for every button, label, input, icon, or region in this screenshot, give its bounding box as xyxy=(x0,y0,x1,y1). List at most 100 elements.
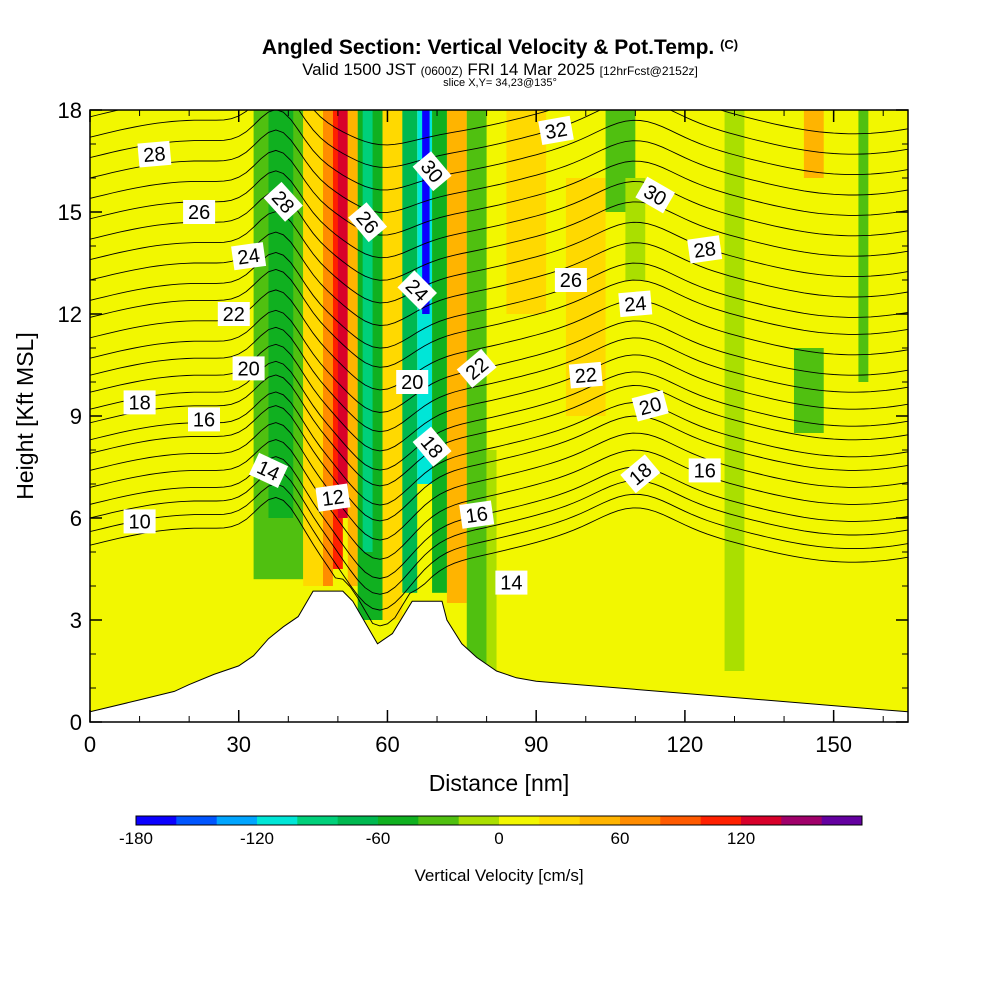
x-tick-label: 30 xyxy=(226,732,250,757)
contour-label-text: 16 xyxy=(193,409,215,431)
contour-label-bg xyxy=(412,151,452,192)
valid-utc: (0600Z) xyxy=(420,64,463,78)
x-axis-title: Distance [nm] xyxy=(429,770,570,796)
velocity-band xyxy=(858,110,869,382)
theta-contour-line xyxy=(90,231,908,326)
contour-label-bg xyxy=(231,242,267,271)
colorbar-swatch xyxy=(660,816,702,825)
theta-contour-label: 12 xyxy=(315,483,351,512)
velocity-band xyxy=(347,110,358,586)
y-tick-label: 12 xyxy=(58,302,82,327)
contour-label-bg xyxy=(232,356,265,381)
theta-contour-line xyxy=(90,309,908,413)
theta-contour-label: 20 xyxy=(396,370,429,394)
contour-label-bg xyxy=(123,509,156,534)
y-tick-label: 0 xyxy=(70,710,82,735)
theta-contour-line xyxy=(90,343,908,452)
y-tick-label: 9 xyxy=(70,404,82,429)
colorbar-swatch xyxy=(741,816,782,825)
contour-label-text: 14 xyxy=(500,573,522,595)
theta-contour-label: 10 xyxy=(123,509,156,534)
theta-contour-line xyxy=(90,469,908,595)
x-tick-label: 120 xyxy=(667,732,704,757)
contour-label-bg xyxy=(568,361,603,389)
colorbar-title: Vertical Velocity [cm/s] xyxy=(414,866,583,885)
colorbar-swatch xyxy=(620,816,661,825)
contour-label-bg xyxy=(412,426,452,467)
colorbar-swatch xyxy=(418,816,460,825)
colorbar-tick-label: 120 xyxy=(727,829,755,848)
contour-label-bg xyxy=(687,235,723,264)
colorbar-frame xyxy=(135,815,863,826)
theta-contour-label: 32 xyxy=(538,115,574,145)
colorbar-tick-label: 0 xyxy=(494,829,503,848)
theta-contour-line xyxy=(90,110,908,146)
contour-label-bg xyxy=(397,270,437,310)
theta-contour-line xyxy=(90,439,908,560)
colorbar-tick-label: -180 xyxy=(119,829,153,848)
contour-label-bg xyxy=(688,458,721,483)
velocity-band xyxy=(466,110,487,671)
valid-date: FRI 14 Mar 2025 xyxy=(467,60,595,79)
colorbar-swatch xyxy=(297,816,339,825)
x-tick-label: 60 xyxy=(375,732,399,757)
forecast-info: [12hrFcst@2152z] xyxy=(599,64,698,78)
theta-contour-line xyxy=(90,483,908,611)
contour-label-bg xyxy=(459,500,495,529)
contour-label-text: 20 xyxy=(237,358,259,380)
y-tick-label: 15 xyxy=(58,200,82,225)
theta-contour-label: 14 xyxy=(495,570,528,595)
colorbar-swatch xyxy=(378,816,419,825)
x-tick-label: 0 xyxy=(84,732,96,757)
contour-label-text: 16 xyxy=(694,460,716,482)
theta-contour-line xyxy=(90,374,908,487)
contour-label-text: 20 xyxy=(401,372,423,394)
theta-contour-line xyxy=(90,129,908,213)
contour-label-text: 28 xyxy=(692,238,717,263)
contour-label-bg xyxy=(188,407,220,432)
theta-contour-label: 22 xyxy=(568,361,603,389)
contour-label-bg xyxy=(456,348,497,388)
theta-contour-line xyxy=(90,110,908,168)
contour-label-bg xyxy=(248,452,289,489)
velocity-band xyxy=(422,110,430,314)
contour-label-text: 26 xyxy=(188,202,210,224)
contour-label-text: 28 xyxy=(142,143,166,167)
contour-label-text: 18 xyxy=(128,392,150,414)
colorbar-swatch xyxy=(499,816,540,825)
y-axis-title: Height [Kft MSL] xyxy=(12,332,38,499)
colorbar-tick-label: -120 xyxy=(240,829,274,848)
velocity-band xyxy=(362,110,373,552)
chart-title: Angled Section: Vertical Velocity & Pot.… xyxy=(0,36,1000,60)
chart-subtitle: Valid 1500 JST (0600Z) FRI 14 Mar 2025 [… xyxy=(0,60,1000,80)
contour-label-bg xyxy=(137,140,172,168)
theta-contour-label: 16 xyxy=(459,500,495,529)
theta-contour-line xyxy=(90,252,908,349)
contour-label-text: 10 xyxy=(128,511,150,533)
colorbar-swatch xyxy=(337,816,379,825)
contour-label-bg xyxy=(631,390,669,422)
theta-contour-line xyxy=(90,391,908,506)
theta-contour-label: 26 xyxy=(183,200,216,224)
theta-contour-label: 16 xyxy=(188,407,220,432)
chart-title-units: (C) xyxy=(720,37,739,52)
contour-label-bg xyxy=(217,302,250,326)
theta-contour-line xyxy=(90,110,908,191)
velocity-band xyxy=(303,110,324,586)
contour-label-bg xyxy=(635,176,676,214)
colorbar-swatch xyxy=(700,816,742,825)
contour-label-bg xyxy=(183,200,216,224)
colorbar-tick-label: 60 xyxy=(611,829,630,848)
x-tick-label: 90 xyxy=(524,732,548,757)
contour-label-bg xyxy=(123,390,156,415)
theta-contour-label: 20 xyxy=(232,356,265,381)
terrain xyxy=(90,590,908,722)
slice-info: slice X,Y= 34,23@135° xyxy=(443,77,557,89)
theta-contour-line xyxy=(90,405,908,522)
contour-label-bg xyxy=(538,115,574,145)
colorbar-swatch xyxy=(579,816,621,825)
contour-label-bg xyxy=(554,268,587,292)
colorbar-swatch xyxy=(458,816,500,825)
velocity-band xyxy=(432,110,447,593)
contour-label-text: 22 xyxy=(574,364,598,388)
